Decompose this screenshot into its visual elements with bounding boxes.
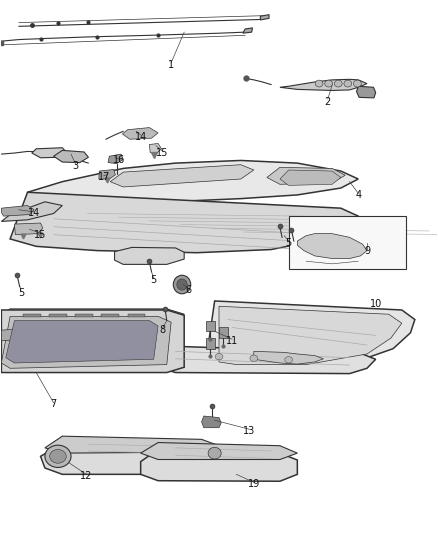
Polygon shape xyxy=(219,327,228,338)
Ellipse shape xyxy=(285,357,293,363)
Polygon shape xyxy=(45,436,219,453)
Polygon shape xyxy=(49,314,67,317)
Text: 3: 3 xyxy=(72,161,78,171)
Ellipse shape xyxy=(334,80,342,87)
Polygon shape xyxy=(267,167,345,184)
Polygon shape xyxy=(23,314,41,317)
Ellipse shape xyxy=(45,445,71,467)
Polygon shape xyxy=(206,301,415,368)
Text: 4: 4 xyxy=(355,190,361,200)
Polygon shape xyxy=(108,154,123,164)
Polygon shape xyxy=(141,449,297,481)
Polygon shape xyxy=(357,86,376,98)
Ellipse shape xyxy=(208,447,221,459)
Text: 14: 14 xyxy=(134,132,147,142)
Polygon shape xyxy=(219,306,402,365)
Polygon shape xyxy=(280,79,367,91)
Ellipse shape xyxy=(177,279,187,290)
Ellipse shape xyxy=(215,353,223,360)
Polygon shape xyxy=(115,247,184,264)
Text: 9: 9 xyxy=(364,246,370,256)
Polygon shape xyxy=(206,338,215,349)
Text: 15: 15 xyxy=(156,148,169,158)
Polygon shape xyxy=(32,148,67,158)
FancyBboxPatch shape xyxy=(289,216,406,269)
Text: 19: 19 xyxy=(248,479,260,489)
Text: 1: 1 xyxy=(168,60,174,70)
Ellipse shape xyxy=(344,80,352,87)
Polygon shape xyxy=(14,223,43,235)
Polygon shape xyxy=(1,310,184,373)
Text: 7: 7 xyxy=(50,399,57,409)
Polygon shape xyxy=(141,442,297,459)
Polygon shape xyxy=(1,329,23,341)
Text: 12: 12 xyxy=(80,471,92,481)
Polygon shape xyxy=(122,127,158,139)
Polygon shape xyxy=(297,233,367,259)
Polygon shape xyxy=(41,443,219,474)
Text: 16: 16 xyxy=(113,156,125,165)
Text: 5: 5 xyxy=(286,238,292,248)
Polygon shape xyxy=(6,320,158,363)
Polygon shape xyxy=(206,320,215,331)
Text: 2: 2 xyxy=(325,97,331,107)
Polygon shape xyxy=(53,150,88,163)
Polygon shape xyxy=(1,317,171,368)
Polygon shape xyxy=(1,206,34,216)
Text: 13: 13 xyxy=(244,426,256,436)
Polygon shape xyxy=(110,165,254,187)
Text: 17: 17 xyxy=(98,172,110,182)
Polygon shape xyxy=(158,346,376,374)
Text: 8: 8 xyxy=(159,325,166,335)
Ellipse shape xyxy=(325,80,332,87)
Ellipse shape xyxy=(49,449,66,463)
Polygon shape xyxy=(75,314,93,317)
Ellipse shape xyxy=(173,275,191,294)
Ellipse shape xyxy=(353,80,361,87)
Polygon shape xyxy=(28,160,358,202)
Text: 6: 6 xyxy=(185,285,191,295)
Polygon shape xyxy=(102,314,119,317)
Polygon shape xyxy=(149,143,162,154)
Polygon shape xyxy=(280,170,341,185)
Ellipse shape xyxy=(315,80,323,87)
Polygon shape xyxy=(243,28,253,33)
Polygon shape xyxy=(1,309,184,320)
Polygon shape xyxy=(1,202,62,221)
Polygon shape xyxy=(260,14,269,20)
Polygon shape xyxy=(127,314,145,317)
Polygon shape xyxy=(99,169,116,179)
Polygon shape xyxy=(10,192,358,253)
Text: 5: 5 xyxy=(18,288,24,298)
Text: 14: 14 xyxy=(28,208,40,219)
Text: 10: 10 xyxy=(370,298,382,309)
Ellipse shape xyxy=(250,355,258,361)
Text: 15: 15 xyxy=(34,230,47,240)
Text: 11: 11 xyxy=(226,336,238,346)
Text: 5: 5 xyxy=(151,274,157,285)
Polygon shape xyxy=(201,416,221,427)
Polygon shape xyxy=(254,351,323,364)
